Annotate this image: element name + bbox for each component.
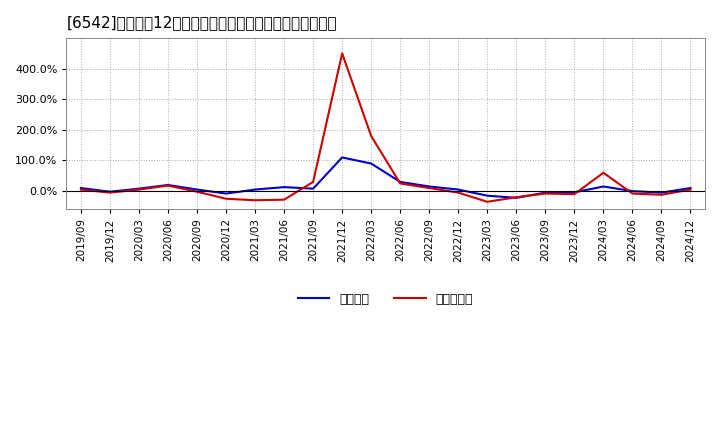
経常利益	[106, 189, 114, 194]
当期純利益	[599, 170, 608, 176]
経常利益	[193, 187, 202, 192]
当期純利益	[512, 194, 521, 200]
経常利益	[396, 179, 405, 184]
当期純利益	[76, 187, 85, 192]
当期純利益	[251, 198, 259, 203]
経常利益	[251, 187, 259, 192]
当期純利益	[686, 187, 695, 192]
当期純利益	[541, 191, 549, 196]
Line: 当期純利益: 当期純利益	[81, 53, 690, 202]
経常利益	[76, 185, 85, 191]
当期純利益	[193, 189, 202, 194]
経常利益	[135, 186, 143, 191]
経常利益	[512, 195, 521, 201]
経常利益	[163, 182, 172, 187]
経常利益	[599, 184, 608, 189]
経常利益	[483, 193, 492, 198]
当期純利益	[570, 191, 579, 197]
経常利益	[367, 161, 376, 166]
経常利益	[570, 190, 579, 195]
当期純利益	[222, 196, 230, 202]
経常利益	[541, 190, 549, 195]
当期純利益	[454, 190, 462, 195]
当期純利益	[135, 187, 143, 192]
経常利益	[280, 184, 289, 190]
経常利益	[454, 187, 462, 192]
経常利益	[657, 190, 666, 195]
当期純利益	[338, 51, 346, 56]
当期純利益	[163, 183, 172, 188]
Line: 経常利益: 経常利益	[81, 158, 690, 198]
経常利益	[686, 185, 695, 191]
当期純利益	[106, 190, 114, 195]
経常利益	[338, 155, 346, 160]
当期純利益	[309, 179, 318, 184]
経常利益	[222, 191, 230, 196]
当期純利益	[367, 133, 376, 139]
経常利益	[628, 188, 636, 194]
当期純利益	[425, 185, 433, 191]
Legend: 経常利益, 当期純利益: 経常利益, 当期純利益	[293, 288, 478, 311]
経常利益	[425, 184, 433, 189]
当期純利益	[280, 197, 289, 202]
当期純利益	[628, 191, 636, 196]
経常利益	[309, 186, 318, 191]
当期純利益	[657, 192, 666, 198]
当期純利益	[396, 181, 405, 186]
Text: [6542]　利益だ12か月移動合計の対前年同期増減率の推移: [6542] 利益だ12か月移動合計の対前年同期増減率の推移	[66, 15, 337, 30]
当期純利益	[483, 199, 492, 205]
